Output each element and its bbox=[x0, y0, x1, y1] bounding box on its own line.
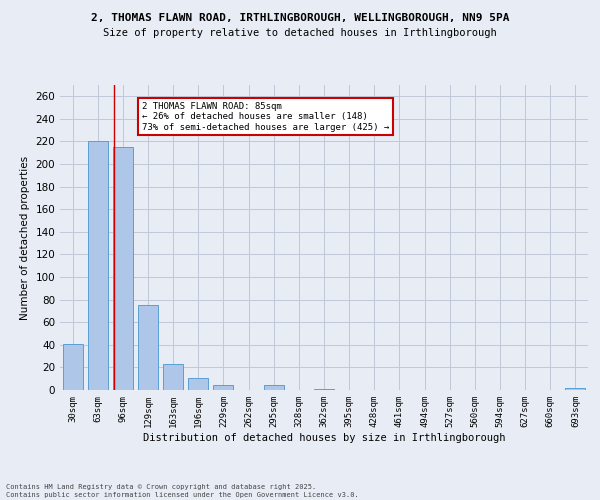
X-axis label: Distribution of detached houses by size in Irthlingborough: Distribution of detached houses by size … bbox=[143, 432, 505, 442]
Text: Contains HM Land Registry data © Crown copyright and database right 2025.
Contai: Contains HM Land Registry data © Crown c… bbox=[6, 484, 359, 498]
Bar bbox=[263, 386, 284, 390]
Text: 2 THOMAS FLAWN ROAD: 85sqm
← 26% of detached houses are smaller (148)
73% of sem: 2 THOMAS FLAWN ROAD: 85sqm ← 26% of deta… bbox=[142, 102, 389, 132]
Y-axis label: Number of detached properties: Number of detached properties bbox=[20, 156, 30, 320]
Text: 2, THOMAS FLAWN ROAD, IRTHLINGBOROUGH, WELLINGBOROUGH, NN9 5PA: 2, THOMAS FLAWN ROAD, IRTHLINGBOROUGH, W… bbox=[91, 12, 509, 22]
Bar bbox=[62, 344, 83, 390]
Bar bbox=[565, 388, 586, 390]
Bar bbox=[138, 306, 158, 390]
Text: Size of property relative to detached houses in Irthlingborough: Size of property relative to detached ho… bbox=[103, 28, 497, 38]
Bar bbox=[214, 386, 233, 390]
Bar bbox=[113, 147, 133, 390]
Bar bbox=[88, 142, 108, 390]
Bar bbox=[188, 378, 208, 390]
Bar bbox=[163, 364, 183, 390]
Bar bbox=[314, 389, 334, 390]
